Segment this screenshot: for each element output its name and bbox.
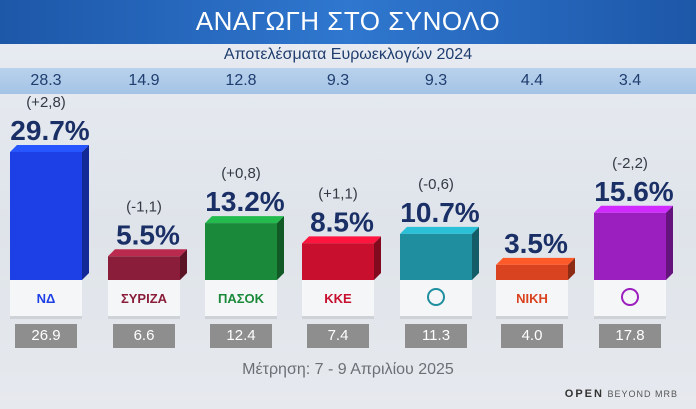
value-label: 5.5% xyxy=(116,219,180,250)
logo-tile xyxy=(10,280,82,316)
party-logo-emblem xyxy=(427,288,445,306)
change-label: (+1,1) xyxy=(318,185,358,202)
logo-tile xyxy=(108,280,180,316)
bar-side xyxy=(277,216,284,280)
bar xyxy=(108,256,180,280)
bar-top xyxy=(594,205,673,213)
brand-partner: MRB xyxy=(655,389,678,399)
bar xyxy=(594,212,666,280)
party-logo-emblem xyxy=(621,288,639,306)
bar xyxy=(302,243,374,280)
party-logo: ΠΑΣΟΚ xyxy=(218,291,265,306)
logo-tile-shadow xyxy=(108,316,180,319)
logo-tile-shadow xyxy=(10,316,82,319)
bar-side xyxy=(180,249,187,280)
chart-title: ΑΝΑΓΩΓΗ ΣΤΟ ΣΥΝΟΛΟ xyxy=(195,6,501,36)
previous-result: 3.4 xyxy=(618,72,642,89)
previous-result: 14.9 xyxy=(128,72,160,89)
change-label: (-0,6) xyxy=(418,176,454,193)
bar xyxy=(10,152,82,280)
bar-top xyxy=(400,226,479,234)
previous-result: 28.3 xyxy=(30,72,62,89)
bar-top xyxy=(108,249,187,257)
logo-tile-shadow xyxy=(594,316,666,319)
previous-result: 4.4 xyxy=(520,72,544,89)
value-label: 29.7% xyxy=(10,115,89,146)
previous-result: 9.3 xyxy=(424,72,448,89)
bar-top xyxy=(10,145,89,152)
party-logo: ΝΙΚΗ xyxy=(516,291,548,306)
survey-date: Μέτρηση: 7 - 9 Απριλίου 2025 xyxy=(242,361,454,378)
value-label: 15.6% xyxy=(594,176,673,207)
raw-estimate: 7.4 xyxy=(307,324,369,348)
bar xyxy=(496,264,568,280)
party-logo: ΝΔ xyxy=(37,291,56,306)
bar-side xyxy=(568,257,575,280)
change-label: (+2,8) xyxy=(26,94,66,111)
change-label: (+0,8) xyxy=(221,165,261,182)
bar-side xyxy=(666,205,673,280)
logo-tile-shadow xyxy=(205,316,277,319)
value-label: 3.5% xyxy=(504,228,568,259)
logo-tile xyxy=(205,280,277,316)
bar-side xyxy=(82,145,89,280)
logo-tile-shadow xyxy=(302,316,374,319)
previous-result: 9.3 xyxy=(326,72,350,89)
bar-top xyxy=(496,257,575,265)
logo-tile xyxy=(594,280,666,316)
raw-estimate: 6.6 xyxy=(113,324,175,348)
bar-side xyxy=(374,236,381,280)
title-banner: ΑΝΑΓΩΓΗ ΣΤΟ ΣΥΝΟΛΟ xyxy=(0,0,696,44)
value-label: 13.2% xyxy=(205,186,284,217)
party-logo: ΚΚΕ xyxy=(324,291,352,306)
raw-estimate: 26.9 xyxy=(15,324,77,348)
channel-logo: OPEN BEYOND MRB xyxy=(565,388,678,400)
bar xyxy=(205,223,277,280)
bar xyxy=(400,233,472,280)
logo-tile xyxy=(302,280,374,316)
logo-tile-shadow xyxy=(400,316,472,319)
value-label: 8.5% xyxy=(310,206,374,237)
bar-side xyxy=(472,226,479,280)
bar-top xyxy=(205,216,284,224)
logo-tile xyxy=(400,280,472,316)
logo-tile-shadow xyxy=(496,316,568,319)
previous-result: 12.8 xyxy=(225,72,257,89)
logo-tile xyxy=(496,280,568,316)
raw-estimate: 17.8 xyxy=(599,324,661,348)
bar-top xyxy=(302,236,381,244)
raw-estimate: 12.4 xyxy=(210,324,272,348)
value-label: 10.7% xyxy=(400,197,479,228)
brand-sub: BEYOND xyxy=(607,389,652,399)
brand-name: OPEN xyxy=(564,388,604,400)
party-logo: ΣΥΡΙΖΑ xyxy=(121,291,168,306)
previous-results-strip xyxy=(0,68,696,94)
raw-estimate: 4.0 xyxy=(501,324,563,348)
raw-estimate: 11.3 xyxy=(405,324,467,348)
chart-subtitle: Αποτελέσματα Ευρωεκλογών 2024 xyxy=(223,46,473,63)
change-label: (-2,2) xyxy=(612,155,648,172)
change-label: (-1,1) xyxy=(126,198,162,215)
